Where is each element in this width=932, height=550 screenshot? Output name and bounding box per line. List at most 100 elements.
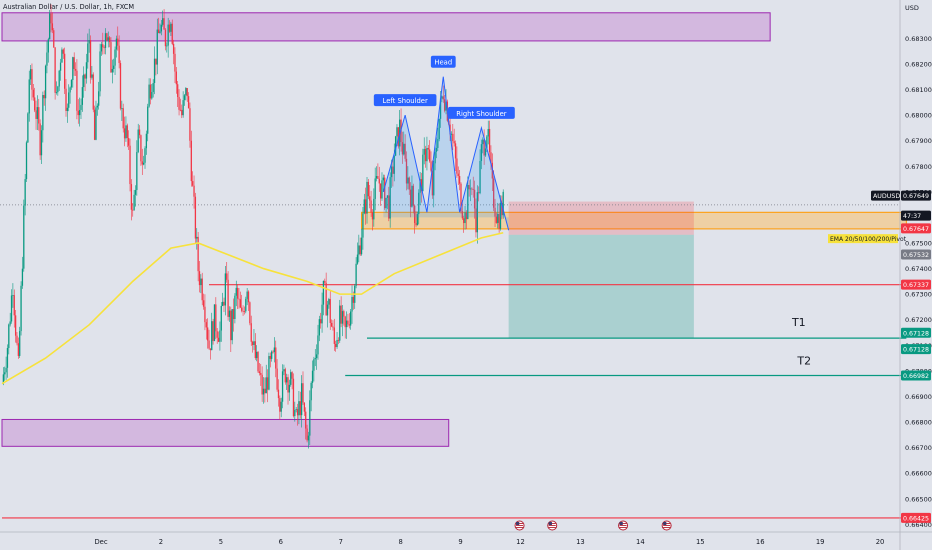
candle[interactable] — [202, 300, 205, 307]
candle[interactable] — [192, 181, 194, 186]
candle[interactable] — [463, 218, 465, 224]
candle[interactable] — [172, 43, 175, 54]
candle[interactable] — [335, 343, 337, 348]
candle[interactable] — [238, 298, 240, 300]
candle[interactable] — [434, 151, 436, 164]
candle[interactable] — [271, 351, 273, 359]
candle[interactable] — [159, 31, 161, 34]
candle[interactable] — [262, 388, 265, 395]
candle[interactable] — [279, 398, 281, 412]
candle[interactable] — [499, 202, 502, 229]
candle[interactable] — [467, 184, 469, 220]
candle[interactable] — [132, 209, 134, 211]
candle[interactable] — [29, 69, 32, 80]
candle[interactable] — [13, 295, 15, 316]
candle[interactable] — [364, 199, 367, 214]
candle[interactable] — [490, 152, 492, 163]
candle[interactable] — [426, 147, 428, 162]
candle[interactable] — [392, 166, 394, 174]
candle[interactable] — [209, 348, 212, 351]
candle[interactable] — [96, 105, 98, 108]
candle[interactable] — [2, 374, 5, 384]
candle[interactable] — [352, 296, 355, 303]
candle[interactable] — [298, 401, 300, 416]
candle[interactable] — [427, 147, 429, 150]
candle[interactable] — [407, 177, 409, 184]
price-tag[interactable]: 0.67337 — [901, 279, 931, 290]
candle[interactable] — [322, 280, 325, 305]
candle[interactable] — [419, 179, 421, 193]
candle[interactable] — [495, 216, 498, 223]
candle[interactable] — [178, 96, 180, 110]
candle[interactable] — [57, 86, 59, 93]
candle[interactable] — [164, 29, 167, 47]
candle[interactable] — [433, 163, 435, 196]
candle[interactable] — [70, 79, 73, 88]
candle[interactable] — [501, 202, 503, 216]
stop-zone[interactable] — [508, 201, 694, 235]
candle[interactable] — [243, 311, 246, 312]
candle[interactable] — [277, 389, 280, 399]
candle[interactable] — [103, 47, 105, 49]
candle[interactable] — [480, 144, 483, 161]
candle[interactable] — [461, 211, 463, 219]
candle[interactable] — [311, 370, 314, 383]
candle[interactable] — [197, 236, 199, 272]
candle[interactable] — [347, 320, 349, 325]
candle[interactable] — [441, 96, 443, 99]
candle[interactable] — [409, 189, 412, 207]
candle[interactable] — [479, 160, 481, 194]
candle[interactable] — [468, 184, 470, 190]
candle[interactable] — [61, 49, 63, 63]
candle[interactable] — [153, 58, 156, 83]
candle[interactable] — [435, 147, 438, 152]
candle[interactable] — [343, 311, 345, 317]
candle[interactable] — [424, 148, 427, 162]
candle[interactable] — [134, 190, 137, 195]
candle[interactable] — [362, 213, 364, 238]
supply-zone[interactable] — [1, 12, 771, 42]
candle[interactable] — [152, 82, 154, 92]
candle[interactable] — [121, 108, 123, 110]
candle[interactable] — [332, 326, 334, 328]
us-flag-event-icon[interactable] — [547, 520, 558, 531]
candle[interactable] — [377, 176, 379, 179]
candle[interactable] — [190, 140, 192, 182]
candle[interactable] — [258, 371, 261, 374]
candle[interactable] — [292, 378, 295, 417]
candle[interactable] — [389, 177, 391, 219]
candle[interactable] — [6, 348, 9, 368]
price-tag[interactable]: 0.66425 — [901, 512, 931, 523]
candle[interactable] — [469, 188, 472, 190]
candle[interactable] — [371, 212, 374, 220]
candle[interactable] — [471, 188, 473, 190]
candle[interactable] — [193, 185, 195, 197]
candle[interactable] — [28, 79, 30, 114]
candle[interactable] — [14, 315, 17, 336]
candle[interactable] — [411, 185, 413, 207]
candle[interactable] — [141, 161, 143, 165]
candle[interactable] — [247, 291, 250, 303]
candle[interactable] — [4, 372, 6, 375]
candle[interactable] — [405, 158, 408, 184]
candle[interactable] — [68, 92, 70, 108]
candle[interactable] — [295, 409, 297, 410]
candle[interactable] — [498, 214, 500, 229]
candle[interactable] — [59, 62, 62, 71]
candle[interactable] — [351, 296, 353, 312]
candle[interactable] — [439, 98, 442, 119]
candle[interactable] — [78, 109, 81, 116]
candle[interactable] — [360, 237, 363, 255]
candle[interactable] — [31, 69, 33, 90]
candle[interactable] — [128, 138, 130, 146]
price-tag[interactable]: 0.66982 — [901, 370, 931, 381]
candle[interactable] — [80, 104, 82, 110]
candle[interactable] — [58, 70, 60, 87]
candle[interactable] — [385, 197, 387, 209]
candle[interactable] — [170, 23, 172, 32]
candle[interactable] — [39, 123, 41, 156]
candle[interactable] — [198, 271, 201, 286]
candle[interactable] — [98, 91, 100, 106]
candle[interactable] — [171, 23, 173, 44]
candle[interactable] — [220, 305, 222, 331]
